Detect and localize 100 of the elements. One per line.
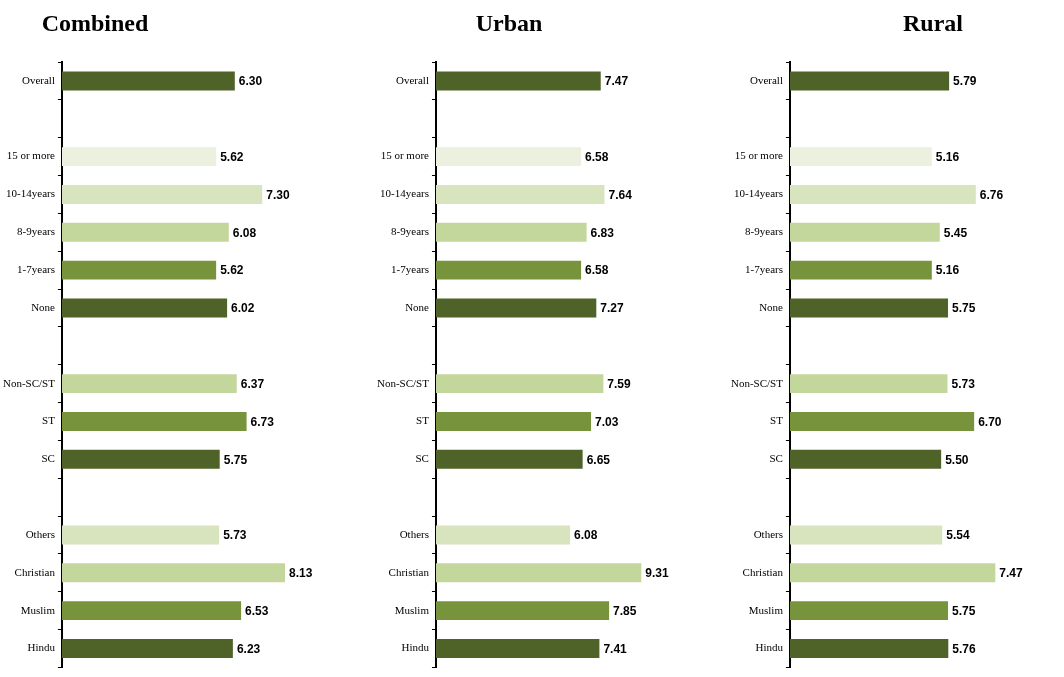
bar xyxy=(789,601,949,621)
data-label: 5.54 xyxy=(946,528,970,543)
data-label: 6.30 xyxy=(238,74,263,89)
y-tick-label: SC xyxy=(41,452,55,465)
y-tick-label: 8-9years xyxy=(391,225,429,238)
y-tick-label: 15 or more xyxy=(6,149,56,162)
data-label: 7.64 xyxy=(608,187,633,202)
y-tick-label: SC xyxy=(769,452,783,465)
y-tick-label: None xyxy=(405,300,430,313)
bar xyxy=(61,260,217,280)
bar xyxy=(435,222,587,242)
data-label: 5.73 xyxy=(223,528,247,543)
data-label: 7.47 xyxy=(604,74,629,89)
y-tick-label: Christian xyxy=(388,565,430,578)
y-tick-label: Others xyxy=(399,527,429,540)
y-tick-label: Overall xyxy=(749,73,783,86)
data-label: 5.50 xyxy=(945,452,969,467)
bar xyxy=(435,260,582,280)
data-label: 6.73 xyxy=(250,414,275,429)
data-label: 6.08 xyxy=(574,528,598,543)
y-tick-label: 1-7years xyxy=(391,263,429,275)
data-label: 5.45 xyxy=(943,225,968,240)
bar xyxy=(435,449,583,469)
bar xyxy=(789,222,940,242)
data-label: 5.16 xyxy=(935,263,960,278)
y-tick-label: 15 or more xyxy=(734,149,784,162)
data-label: 6.23 xyxy=(236,641,261,656)
data-label: 6.83 xyxy=(590,225,615,240)
data-label: 5.79 xyxy=(953,74,977,89)
bar xyxy=(435,639,600,658)
bar xyxy=(435,184,605,204)
y-tick-label: Hindu xyxy=(27,641,56,654)
bar xyxy=(61,71,235,91)
data-label: 7.47 xyxy=(999,566,1023,581)
bar xyxy=(789,260,932,280)
data-label: 5.75 xyxy=(952,301,976,316)
data-label: 5.62 xyxy=(220,263,244,278)
data-label: 6.58 xyxy=(585,149,609,164)
data-label: 5.73 xyxy=(951,376,976,391)
data-label: 6.53 xyxy=(245,603,269,618)
bar xyxy=(61,298,228,318)
data-label: 6.37 xyxy=(240,376,265,391)
y-tick-label: 1-7years xyxy=(745,263,783,275)
chart-title: Urban xyxy=(474,10,544,37)
chart-title: Combined xyxy=(40,10,150,37)
y-tick-label: Others xyxy=(25,527,55,540)
y-tick-label: Christian xyxy=(742,565,784,578)
y-tick-label: 15 or more xyxy=(380,149,430,162)
y-tick-label: Muslim xyxy=(748,603,784,616)
bar xyxy=(789,374,948,394)
bar xyxy=(789,412,975,431)
data-label: 8.13 xyxy=(289,566,313,581)
bar xyxy=(789,147,932,167)
y-tick-label: None xyxy=(759,300,784,313)
data-label: 6.58 xyxy=(585,263,609,278)
y-tick-label: Overall xyxy=(395,73,429,86)
data-label: 7.41 xyxy=(603,641,628,656)
data-label: 5.75 xyxy=(952,603,976,618)
bar xyxy=(61,525,220,545)
bar xyxy=(61,222,229,242)
y-tick-label: 8-9years xyxy=(745,225,783,238)
bar xyxy=(61,147,217,167)
bar xyxy=(61,449,220,469)
data-label: 6.70 xyxy=(978,414,1002,429)
data-label: 6.08 xyxy=(232,225,257,240)
data-label: 7.30 xyxy=(266,187,290,202)
data-label: 9.31 xyxy=(645,566,669,581)
bar xyxy=(61,374,237,394)
data-label: 7.85 xyxy=(613,603,637,618)
data-label: 7.27 xyxy=(600,301,624,316)
bar xyxy=(435,412,592,431)
y-tick-label: Muslim xyxy=(394,603,430,616)
data-label: 6.02 xyxy=(231,301,255,316)
y-tick-label: Muslim xyxy=(20,603,56,616)
bar xyxy=(789,449,942,469)
bar xyxy=(789,71,950,91)
bar xyxy=(435,71,601,91)
y-tick-label: SC xyxy=(415,452,429,465)
chart-title: Rural xyxy=(902,10,964,37)
data-label: 7.03 xyxy=(595,414,619,429)
y-tick-label: ST xyxy=(42,414,56,427)
data-label: 6.76 xyxy=(979,187,1004,202)
bar xyxy=(789,184,976,204)
y-tick-label: Overall xyxy=(21,73,55,86)
bar xyxy=(435,298,597,318)
y-tick-label: 10-14years xyxy=(380,187,429,200)
bar xyxy=(435,374,604,394)
bar xyxy=(435,563,642,583)
bar xyxy=(435,525,571,545)
y-tick-label: Non-SC/ST xyxy=(730,376,784,389)
bar xyxy=(61,601,242,621)
data-label: 5.16 xyxy=(935,149,960,164)
y-tick-label: 1-7years xyxy=(17,263,55,275)
y-tick-label: Others xyxy=(753,527,783,540)
y-tick-label: Non-SC/ST xyxy=(376,376,430,389)
data-label: 7.59 xyxy=(607,376,632,391)
bar xyxy=(435,601,610,621)
y-tick-label: Hindu xyxy=(401,641,430,654)
bar xyxy=(789,298,949,318)
y-tick-label: ST xyxy=(770,414,784,427)
